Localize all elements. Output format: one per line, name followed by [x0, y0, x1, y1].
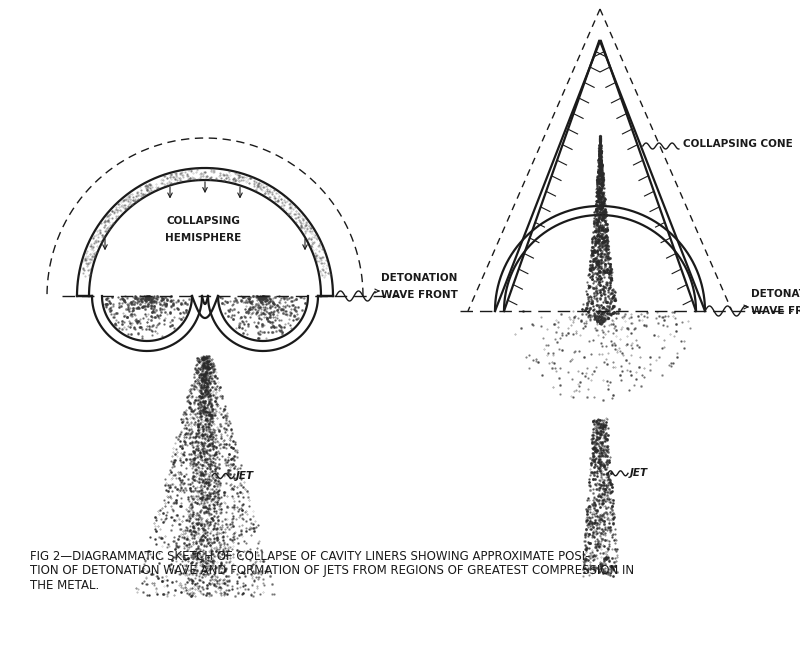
Text: COLLAPSING: COLLAPSING: [166, 216, 240, 226]
Text: DETONATION: DETONATION: [751, 289, 800, 299]
Text: HEMISPHERE: HEMISPHERE: [165, 233, 241, 243]
Text: DETONATION: DETONATION: [381, 273, 458, 283]
Text: THE METAL.: THE METAL.: [30, 579, 100, 592]
Text: TION OF DETONATION WAVE AND FORMATION OF JETS FROM REGIONS OF GREATEST COMPRESSI: TION OF DETONATION WAVE AND FORMATION OF…: [30, 564, 634, 577]
Text: JET: JET: [236, 471, 254, 481]
Text: FIG 2—DIAGRAMMATIC SKETCH OF COLLAPSE OF CAVITY LINERS SHOWING APPROXIMATE POSI-: FIG 2—DIAGRAMMATIC SKETCH OF COLLAPSE OF…: [30, 550, 590, 563]
Text: COLLAPSING CONE: COLLAPSING CONE: [683, 139, 793, 149]
Text: WAVE FRONT: WAVE FRONT: [381, 290, 458, 300]
Text: WAVE FRONT: WAVE FRONT: [751, 306, 800, 316]
Text: JET: JET: [630, 468, 648, 478]
